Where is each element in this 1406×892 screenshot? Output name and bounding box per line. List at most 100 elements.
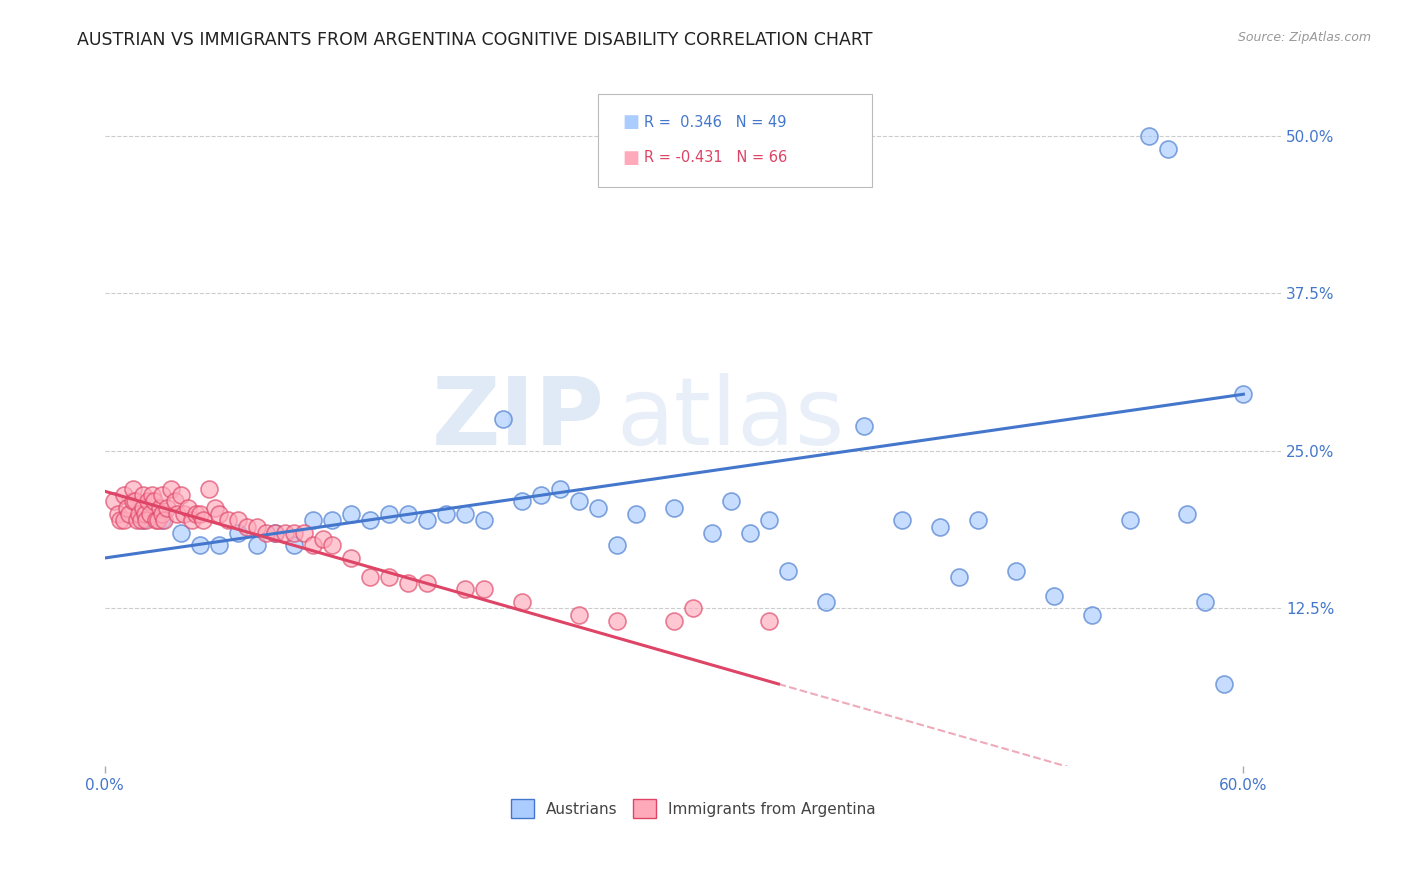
Point [1156, 142, 1178, 156]
Point [188, 538, 211, 552]
Point [472, 513, 495, 527]
Legend: Austrians, Immigrants from Argentina: Austrians, Immigrants from Argentina [505, 793, 882, 824]
Point [118, 507, 141, 521]
Point [136, 494, 159, 508]
Point [321, 538, 343, 552]
Point [292, 525, 315, 540]
Point [149, 500, 172, 515]
Point [254, 525, 277, 540]
Point [204, 500, 226, 515]
Point [340, 551, 363, 566]
Point [141, 488, 163, 502]
Point [103, 494, 125, 508]
Point [378, 507, 401, 521]
Point [188, 507, 211, 521]
Point [454, 582, 477, 597]
Point [396, 507, 419, 521]
Point [1137, 128, 1160, 143]
Point [586, 500, 609, 515]
Point [245, 538, 267, 552]
Point [928, 519, 950, 533]
Point [1175, 507, 1198, 521]
Point [283, 538, 305, 552]
Point [312, 532, 335, 546]
Point [169, 488, 191, 502]
Point [948, 570, 970, 584]
Point [776, 564, 799, 578]
Point [146, 513, 169, 527]
Point [1232, 387, 1254, 401]
Point [107, 507, 129, 521]
Point [700, 525, 723, 540]
Point [606, 614, 628, 628]
Point [396, 576, 419, 591]
Point [169, 525, 191, 540]
Text: R =  0.346   N = 49: R = 0.346 N = 49 [644, 115, 786, 129]
Point [1080, 607, 1102, 622]
Point [340, 507, 363, 521]
Point [193, 513, 215, 527]
Point [198, 482, 221, 496]
Point [207, 507, 229, 521]
Point [1194, 595, 1216, 609]
Point [510, 595, 533, 609]
Point [131, 488, 153, 502]
Point [150, 488, 173, 502]
Point [1004, 564, 1026, 578]
Point [143, 494, 166, 508]
Point [184, 507, 207, 521]
Point [129, 513, 152, 527]
Point [163, 494, 186, 508]
Point [758, 614, 780, 628]
Point [662, 500, 685, 515]
Point [264, 525, 287, 540]
Point [166, 507, 188, 521]
Point [124, 494, 146, 508]
Text: AUSTRIAN VS IMMIGRANTS FROM ARGENTINA COGNITIVE DISABILITY CORRELATION CHART: AUSTRIAN VS IMMIGRANTS FROM ARGENTINA CO… [77, 31, 873, 49]
Point [624, 507, 647, 521]
Point [145, 513, 167, 527]
Point [122, 494, 145, 508]
Point [492, 412, 515, 426]
Point [139, 507, 162, 521]
Point [434, 507, 457, 521]
Point [720, 494, 742, 508]
Point [416, 576, 439, 591]
Point [264, 525, 287, 540]
Text: ZIP: ZIP [432, 374, 605, 466]
Point [236, 519, 259, 533]
Point [568, 607, 591, 622]
Point [131, 500, 153, 515]
Point [302, 513, 325, 527]
Point [302, 538, 325, 552]
Point [226, 525, 249, 540]
Text: ■: ■ [623, 149, 640, 167]
Point [378, 570, 401, 584]
Point [472, 582, 495, 597]
Point [890, 513, 912, 527]
Point [128, 507, 150, 521]
Point [1118, 513, 1140, 527]
Point [662, 614, 685, 628]
Point [359, 513, 381, 527]
Point [160, 482, 183, 496]
Point [245, 519, 267, 533]
Point [134, 507, 156, 521]
Point [814, 595, 837, 609]
Point [274, 525, 297, 540]
Point [606, 538, 628, 552]
Point [177, 500, 200, 515]
Point [112, 513, 135, 527]
Text: ■: ■ [623, 113, 640, 131]
Point [226, 513, 249, 527]
Point [150, 513, 173, 527]
Point [152, 513, 174, 527]
Point [156, 500, 179, 515]
Point [510, 494, 533, 508]
Point [117, 500, 139, 515]
Text: atlas: atlas [617, 374, 845, 466]
Point [758, 513, 780, 527]
Point [966, 513, 988, 527]
Point [416, 513, 439, 527]
Point [1042, 589, 1064, 603]
